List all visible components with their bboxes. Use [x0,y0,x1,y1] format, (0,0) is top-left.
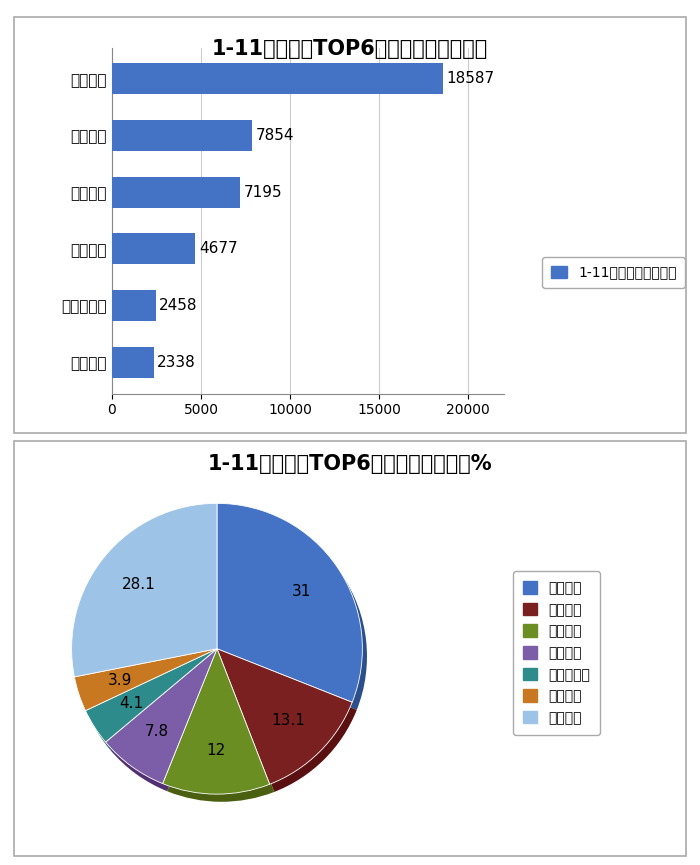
Wedge shape [76,511,222,684]
Bar [112,120,252,151]
Bar [112,63,443,94]
Wedge shape [79,657,222,718]
Legend: 福田汽车, 一汽解放, 江淮汽车, 中国重汽, 东风商用车, 山东汽车, 其余企业: 福田汽车, 一汽解放, 江淮汽车, 中国重汽, 东风商用车, 山东汽车, 其余企… [513,572,600,734]
Wedge shape [110,657,222,791]
Bar [112,234,195,265]
Text: 1-11月冷藏车TOP6企业累计市场份额%: 1-11月冷藏车TOP6企业累计市场份额% [208,454,492,474]
Wedge shape [217,649,352,785]
Text: 13.1: 13.1 [272,714,306,728]
Text: 3.9: 3.9 [108,673,132,688]
Text: 2458: 2458 [160,298,198,313]
Text: 18587: 18587 [447,72,495,86]
Text: 1-11月冷藏车TOP6企业累计销量（辆）: 1-11月冷藏车TOP6企业累计销量（辆） [212,39,488,59]
Wedge shape [217,503,363,702]
Wedge shape [106,649,217,784]
Wedge shape [71,503,217,677]
Bar [112,347,154,378]
Wedge shape [162,649,270,794]
Text: 7195: 7195 [244,185,282,200]
Wedge shape [222,511,367,710]
Wedge shape [90,657,222,750]
Text: 7.8: 7.8 [145,724,169,739]
Wedge shape [74,649,217,711]
Bar [112,176,240,208]
Wedge shape [85,649,217,742]
Bar [112,290,156,321]
Text: 4.1: 4.1 [119,696,144,711]
Text: 2338: 2338 [158,355,196,369]
Wedge shape [222,657,357,792]
Wedge shape [167,657,274,802]
Text: 28.1: 28.1 [122,577,155,592]
Legend: 1-11月累计销量（辆）: 1-11月累计销量（辆） [542,257,685,288]
Text: 31: 31 [291,584,311,599]
Text: 4677: 4677 [199,241,237,256]
Text: 12: 12 [206,743,226,758]
Text: 7854: 7854 [256,128,294,143]
